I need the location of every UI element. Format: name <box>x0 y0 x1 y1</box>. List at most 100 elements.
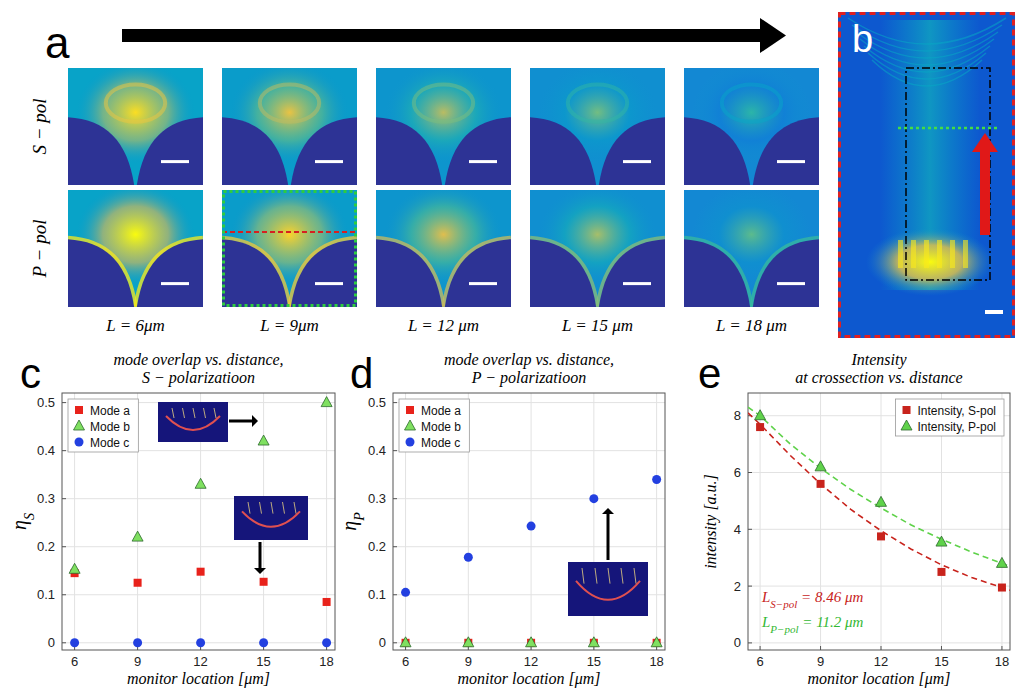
y-axis-label: ηP <box>338 512 367 531</box>
structure <box>753 239 819 307</box>
hot-spot <box>924 240 929 268</box>
tick-label: 0.1 <box>368 587 386 602</box>
legend: Intensity, S-polIntensity, P-pol <box>896 399 1004 436</box>
mode-vector <box>294 502 296 514</box>
fringe <box>868 53 986 79</box>
scale-bar <box>985 310 1003 314</box>
panel-letter: b <box>852 18 873 60</box>
structure <box>222 117 288 185</box>
data-point <box>323 598 331 606</box>
fringe <box>856 32 998 58</box>
mode-vector <box>608 568 610 584</box>
tick-label: 0.3 <box>368 491 386 506</box>
tick-label: 6 <box>71 654 78 669</box>
mode-vector <box>634 568 636 584</box>
y-axis-symbol: η <box>338 521 361 531</box>
grid-line <box>531 393 532 650</box>
chart-title: mode overlap vs. distance,S − polarizati… <box>113 351 283 387</box>
tick-label: 0.2 <box>368 539 386 554</box>
hot-spot <box>937 240 942 268</box>
field-map <box>222 68 357 185</box>
data-point <box>996 557 1007 567</box>
title-line: mode overlap vs. distance, <box>444 351 614 369</box>
structure <box>599 117 665 185</box>
tick-label: 9 <box>134 654 141 669</box>
tick-mark <box>748 472 752 473</box>
tick-mark <box>393 450 397 451</box>
title-line: at crossection vs. distance <box>795 369 962 386</box>
grid-line <box>881 393 882 650</box>
tick-label: 8 <box>734 408 741 423</box>
surface-glow <box>291 239 357 307</box>
legend-box <box>68 399 138 452</box>
scale-bar <box>469 282 497 285</box>
tick-label: 15 <box>256 654 270 669</box>
inset-arrow <box>607 514 610 560</box>
legend: Mode aMode bMode c <box>399 399 469 452</box>
data-point <box>998 584 1006 592</box>
grid-line <box>760 393 761 650</box>
data-point <box>936 536 947 546</box>
mode-vector <box>621 568 623 584</box>
highlight-border <box>840 14 1014 337</box>
structure <box>222 239 288 307</box>
plot-frame <box>62 393 335 650</box>
structure <box>445 117 511 185</box>
structure <box>445 239 511 307</box>
surface-glow <box>753 239 819 307</box>
mode-vector <box>582 568 584 584</box>
tick-label: 15 <box>587 654 601 669</box>
mode-vector <box>172 408 174 418</box>
tick-mark <box>748 586 752 587</box>
x-axis-label: monitor location [μm] <box>807 670 950 688</box>
hot-spot <box>898 240 903 268</box>
y-axis-subscript: S <box>22 513 37 520</box>
field-map <box>684 190 819 307</box>
scale-bar <box>623 160 651 163</box>
legend-label: Mode b <box>90 420 130 434</box>
mode-inset <box>234 496 308 540</box>
field-map <box>68 68 203 185</box>
tick-label: 0 <box>379 635 386 650</box>
tick-label: 18 <box>319 654 333 669</box>
progress-arrow <box>122 29 762 42</box>
annotation-symbol: L <box>761 589 770 605</box>
tick-label: 0.5 <box>368 395 386 410</box>
tick-mark <box>393 498 397 499</box>
panel-letter: a <box>45 18 70 67</box>
tick-mark <box>62 450 66 451</box>
surface-glow <box>445 239 511 307</box>
scale-bar <box>623 282 651 285</box>
scale-bar <box>777 282 805 285</box>
hot-spot <box>911 240 916 268</box>
tick-mark <box>393 594 397 595</box>
annotation: LS−pol = 8.46 μm <box>761 589 863 610</box>
cut-line <box>222 231 357 233</box>
legend-label: Mode a <box>90 404 130 418</box>
tick-label: 12 <box>874 654 888 669</box>
field-map <box>376 68 511 185</box>
mode-vector <box>260 502 262 514</box>
plot-background <box>62 393 335 650</box>
legend-marker <box>901 420 912 430</box>
mode-inset <box>568 562 648 616</box>
inset-arrow-head <box>602 508 614 514</box>
structure <box>684 239 750 307</box>
tick-label: 6 <box>756 654 763 669</box>
column-label: L = 15 μm <box>561 316 633 335</box>
tick-mark <box>760 646 761 650</box>
mode-inset <box>158 402 228 442</box>
legend-label: Intensity, P-pol <box>918 420 996 434</box>
data-point <box>260 578 268 586</box>
scale-bar <box>161 282 189 285</box>
fit-line <box>748 407 1010 566</box>
tick-mark <box>820 646 821 650</box>
y-axis-label: intensity [a.u.] <box>702 474 720 569</box>
data-point <box>877 532 885 540</box>
data-point <box>195 478 206 488</box>
legend: Mode aMode bMode c <box>68 399 138 452</box>
tick-label: 0.3 <box>37 491 55 506</box>
row-label: S − pol <box>29 98 50 154</box>
field-map <box>222 190 357 307</box>
tick-mark <box>62 498 66 499</box>
